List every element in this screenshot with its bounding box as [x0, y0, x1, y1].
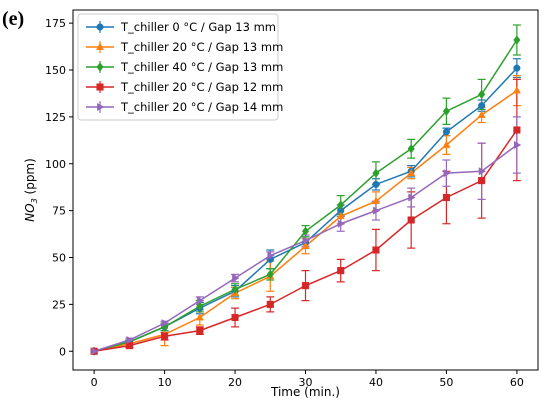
y-axis-title-unit: (ppm)	[23, 158, 37, 198]
legend-label: T_chiller 20 °C / Gap 14 mm	[120, 100, 283, 114]
y-axis-title-subscript: 3	[30, 198, 39, 203]
data-point	[372, 246, 380, 254]
data-point	[266, 269, 274, 280]
data-point	[161, 319, 170, 328]
x-axis: 0 10 20 30 40 50 60	[91, 370, 524, 389]
markers-layer	[90, 35, 522, 356]
data-point	[373, 206, 381, 215]
data-point	[337, 267, 345, 275]
y-tick-label: 25	[52, 298, 66, 311]
x-tick-label: 10	[158, 376, 172, 389]
data-point	[407, 168, 416, 177]
data-point	[195, 313, 204, 321]
data-point	[372, 168, 380, 178]
data-point	[442, 140, 451, 148]
x-tick-label: 50	[439, 376, 453, 389]
data-point	[336, 211, 345, 220]
data-point	[161, 332, 169, 340]
data-point	[126, 335, 134, 345]
data-point	[478, 177, 486, 185]
y-axis: 0 25 50 75 100 125 150 175	[45, 17, 73, 358]
x-tick-label: 30	[299, 376, 313, 389]
y-axis-title: NO3 (ppm)	[23, 158, 39, 222]
legend-marker	[96, 23, 104, 31]
data-point	[477, 110, 486, 118]
y-tick-label: 50	[52, 252, 66, 265]
y-axis-title-base: NO	[23, 203, 37, 221]
data-point	[478, 167, 487, 176]
series-line-2	[93, 90, 518, 352]
legend-label: T_chiller 20 °C / Gap 13 mm	[120, 40, 283, 54]
data-point	[478, 102, 486, 110]
data-point	[302, 236, 310, 245]
data-point	[232, 274, 240, 283]
y-tick-label: 0	[59, 345, 66, 358]
data-point	[301, 226, 310, 236]
panel-label: (e)	[2, 8, 25, 30]
data-point	[443, 169, 451, 178]
y-tick-label: 150	[45, 64, 66, 77]
x-tick-label: 20	[228, 376, 242, 389]
x-tick-label: 0	[91, 376, 98, 389]
x-axis-title: Time (min.)	[270, 385, 340, 399]
x-tick-label: 40	[369, 376, 383, 389]
data-point	[337, 219, 346, 228]
data-point	[513, 64, 521, 72]
legend-label: T_chiller 20 °C / Gap 12 mm	[120, 80, 283, 94]
data-point	[408, 193, 416, 202]
data-point	[266, 300, 274, 308]
data-point	[407, 144, 415, 154]
data-point	[337, 200, 345, 210]
legend: T_chiller 0 °C / Gap 13 mm T_chiller 20 °…	[77, 13, 283, 121]
y-tick-label: 125	[45, 111, 66, 124]
data-point	[231, 313, 239, 322]
data-point	[301, 241, 310, 250]
legend-marker	[96, 62, 104, 72]
data-point	[442, 193, 450, 202]
legend-box	[77, 13, 279, 121]
data-point	[513, 140, 522, 150]
y-tick-label: 175	[45, 17, 66, 30]
data-point	[512, 86, 521, 94]
y-tick-label: 75	[52, 205, 66, 218]
data-point	[196, 301, 204, 311]
data-point	[442, 128, 450, 136]
data-point	[196, 296, 205, 305]
data-point	[267, 251, 275, 260]
data-point	[91, 347, 99, 356]
data-point	[196, 327, 204, 335]
data-point	[513, 126, 521, 134]
legend-marker	[96, 83, 104, 91]
legend-label: T_chiller 0 °C / Gap 13 mm	[120, 20, 276, 34]
x-tick-label: 60	[510, 376, 524, 389]
data-point	[442, 106, 451, 116]
y-tick-label: 100	[45, 158, 66, 171]
data-point	[513, 35, 521, 45]
legend-marker	[97, 102, 105, 112]
data-point	[478, 89, 486, 100]
data-point	[301, 282, 310, 290]
data-point	[372, 180, 380, 188]
data-point	[371, 196, 381, 205]
legend-label: T_chiller 40 °C / Gap 13 mm	[120, 60, 283, 74]
legend-marker	[95, 42, 105, 50]
data-point	[407, 216, 415, 224]
data-point	[231, 284, 239, 295]
